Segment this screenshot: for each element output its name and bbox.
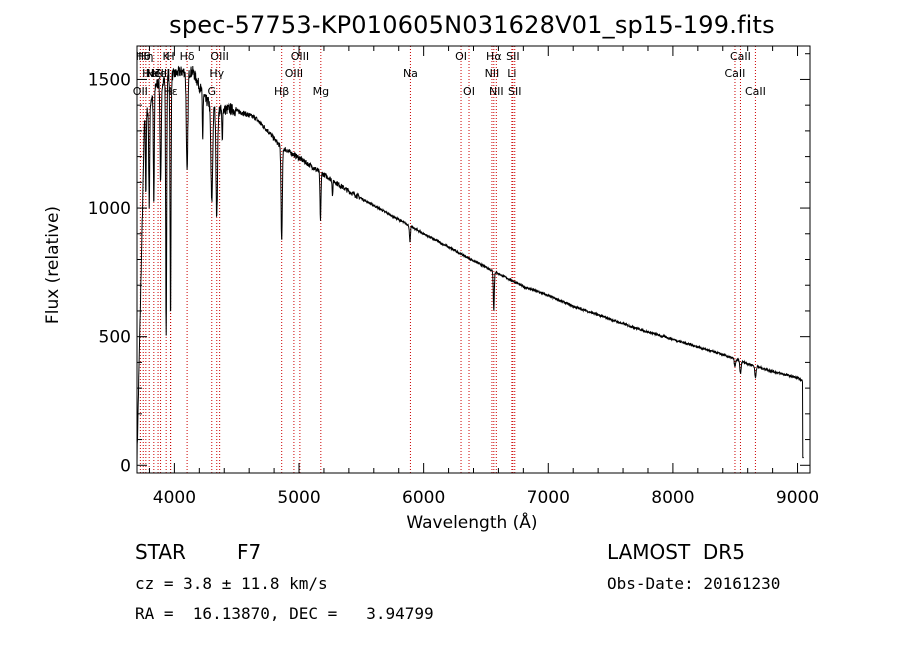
line-label-0: OII <box>133 85 148 98</box>
y-tick-label: 1000 <box>88 199 131 219</box>
line-label-10: Hδ <box>180 50 195 63</box>
x-tick-label: 8000 <box>651 488 694 508</box>
y-tick-label: 500 <box>99 328 131 348</box>
x-tick-label: 9000 <box>776 488 819 508</box>
line-label-21: NII <box>485 67 500 80</box>
line-label-26: SII <box>508 85 521 98</box>
line-label-13: OIII <box>210 50 228 63</box>
ra-dec: RA = 16.13870, DEC = 3.94799 <box>135 604 434 623</box>
obs-date: Obs-Date: 20161230 <box>607 574 780 593</box>
redshift-cz: cz = 3.8 ± 11.8 km/s <box>135 574 328 593</box>
survey-name: LAMOST DR5 <box>607 540 745 564</box>
line-label-4: Hζ <box>147 67 161 80</box>
line-label-22: Hα <box>486 50 502 63</box>
line-label-7: K <box>163 50 171 63</box>
x-axis-label: Wavelength (Å) <box>406 511 537 533</box>
y-tick-label: 1500 <box>88 70 131 90</box>
line-label-15: OIII <box>285 67 303 80</box>
y-axis-label: Flux (relative) <box>43 206 63 324</box>
y-axis: 0 500 1000 1500 <box>88 53 810 476</box>
line-label-16: OIII <box>291 50 309 63</box>
line-label-25: SII <box>506 50 519 63</box>
line-label-11: G <box>208 85 217 98</box>
object-class: STAR <box>135 540 186 564</box>
line-label-14: Hβ <box>274 85 289 98</box>
line-label-20: OI <box>463 85 475 98</box>
line-label-23: NII <box>489 85 504 98</box>
x-axis: 4000 5000 6000 7000 8000 9000 <box>148 46 819 508</box>
line-label-12: Hγ <box>209 67 224 80</box>
x-tick-label: 5000 <box>277 488 320 508</box>
object-subclass: F7 <box>237 540 261 564</box>
spectral-line-labels: OIIHθHηHεHζNeIIIHeIKHHεHδGHγOIIIHβOIIIOI… <box>133 50 766 98</box>
chart-title: spec-57753-KP010605N031628V01_sp15-199.f… <box>169 11 775 39</box>
line-label-9: Hε <box>164 85 178 98</box>
line-label-27: CaII <box>725 67 746 80</box>
x-tick-label: 6000 <box>402 488 445 508</box>
line-label-28: CaII <box>730 50 751 63</box>
line-label-24: Li <box>507 67 516 80</box>
line-label-2: Hη <box>138 50 153 63</box>
line-label-17: Mg <box>313 85 329 98</box>
line-label-18: Na <box>403 67 418 80</box>
line-label-8: H <box>166 50 174 63</box>
spectrum-series <box>136 65 804 466</box>
line-label-29: CaII <box>745 85 766 98</box>
y-tick-label: 0 <box>120 456 131 476</box>
x-tick-label: 7000 <box>527 488 570 508</box>
x-tick-label: 4000 <box>153 488 196 508</box>
line-label-3: Hε <box>142 67 156 80</box>
line-label-19: OI <box>455 50 467 63</box>
line-label-6: HeI <box>151 67 169 80</box>
